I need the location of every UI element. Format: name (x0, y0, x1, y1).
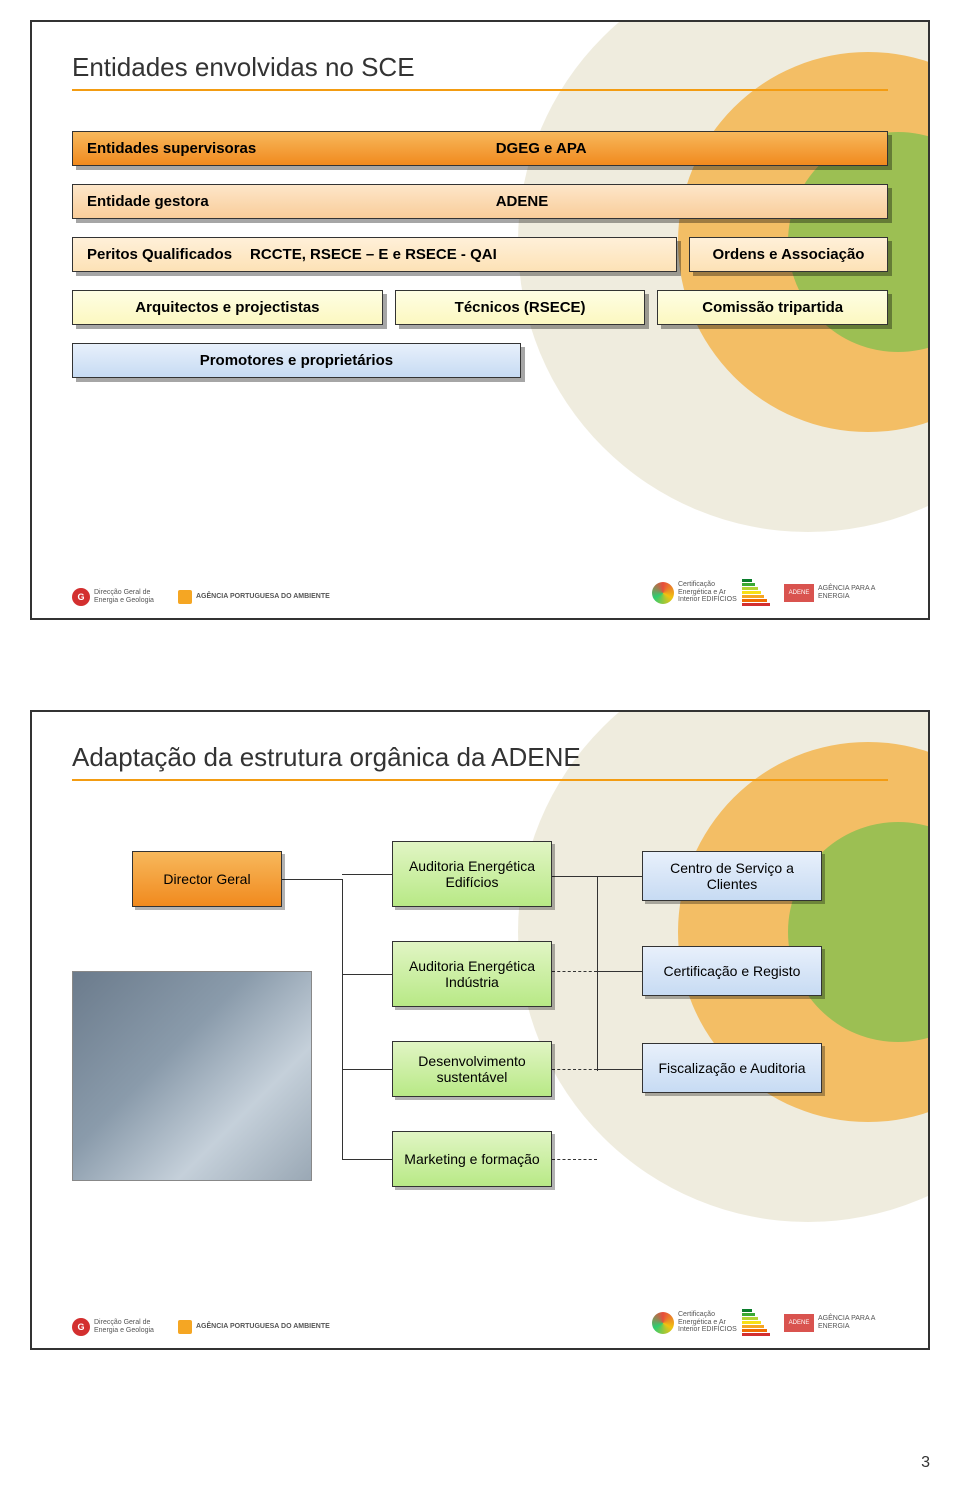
connector (342, 874, 392, 875)
box-comissao: Comissão tripartida (657, 290, 888, 325)
energy-rating-icon (742, 579, 770, 606)
org-node-aud_edif: Auditoria Energética Edifícios (392, 841, 552, 907)
adene-badge: ADENE (784, 584, 814, 602)
cert-logo: Certificação Energética e Ar Interior ED… (652, 1309, 770, 1336)
org-node-marketing: Marketing e formação (392, 1131, 552, 1187)
box-supervisoras: Entidades supervisoras DGEG e APA (72, 131, 888, 166)
org-node-cert: Certificação e Registo (642, 946, 822, 996)
org-node-label: Director Geral (163, 871, 250, 887)
apa-text: AGÊNCIA PORTUGUESA DO AMBIENTE (196, 593, 330, 601)
slide-1: Entidades envolvidas no SCE Entidades su… (30, 20, 930, 620)
connector (597, 971, 642, 972)
org-node-label: Fiscalização e Auditoria (658, 1060, 805, 1076)
apa-logo: AGÊNCIA PORTUGUESA DO AMBIENTE (178, 590, 330, 604)
box-ordens: Ordens e Associação (689, 237, 888, 272)
org-node-label: Desenvolvimento sustentável (403, 1053, 541, 1085)
box-tecnicos: Técnicos (RSECE) (395, 290, 646, 325)
gestora-label: Entidade gestora (87, 193, 496, 210)
page-number: 3 (921, 1454, 930, 1472)
slide-1-title: Entidades envolvidas no SCE (72, 52, 888, 91)
slide-2-footer: G Direcção Geral de Energia e Geologia A… (72, 1309, 888, 1336)
page: Entidades envolvidas no SCE Entidades su… (0, 0, 960, 1480)
slide-2-title: Adaptação da estrutura orgânica da ADENE (72, 742, 888, 781)
box-peritos: Peritos Qualificados RCCTE, RSECE – E e … (72, 237, 677, 272)
dgeg-text: Direcção Geral de Energia e Geologia (94, 589, 164, 604)
connector (282, 879, 342, 880)
org-node-fisc: Fiscalização e Auditoria (642, 1043, 822, 1093)
connector (552, 971, 597, 972)
cert-logo: Certificação Energética e Ar Interior ED… (652, 579, 770, 606)
connector (552, 1069, 597, 1070)
adene-sub: AGÊNCIA PARA A ENERGIA (818, 1315, 888, 1330)
org-chart: Director Geral Auditoria Energética Edifí… (72, 821, 888, 1291)
box-promotores: Promotores e proprietários (72, 343, 521, 378)
promotores-label: Promotores e proprietários (200, 352, 393, 369)
dgeg-text: Direcção Geral de Energia e Geologia (94, 1319, 164, 1334)
connector (597, 1069, 642, 1070)
peritos-label: Peritos Qualificados (87, 246, 232, 263)
energy-rating-icon (742, 1309, 770, 1336)
org-node-label: Certificação e Registo (664, 963, 801, 979)
org-node-centro: Centro de Serviço a Clientes (642, 851, 822, 901)
supervisoras-label: Entidades supervisoras (87, 140, 496, 157)
apa-logo: AGÊNCIA PORTUGUESA DO AMBIENTE (178, 1320, 330, 1334)
adene-sub: AGÊNCIA PARA A ENERGIA (818, 585, 888, 600)
box-gestora: Entidade gestora ADENE (72, 184, 888, 219)
slide-1-footer: G Direcção Geral de Energia e Geologia A… (72, 579, 888, 606)
dgeg-logo: G Direcção Geral de Energia e Geologia (72, 588, 164, 606)
connector (597, 876, 598, 1071)
adene-logo: ADENE AGÊNCIA PARA A ENERGIA (784, 1314, 888, 1332)
adene-badge: ADENE (784, 1314, 814, 1332)
org-node-aud_ind: Auditoria Energética Indústria (392, 941, 552, 1007)
dgeg-logo: G Direcção Geral de Energia e Geologia (72, 1318, 164, 1336)
peritos-value: RCCTE, RSECE – E e RSECE - QAI (250, 246, 497, 263)
org-node-label: Auditoria Energética Edifícios (403, 858, 541, 890)
connector (342, 1069, 392, 1070)
connector (342, 1159, 392, 1160)
ordens-label: Ordens e Associação (712, 246, 864, 263)
org-node-desenv: Desenvolvimento sustentável (392, 1041, 552, 1097)
org-node-label: Auditoria Energética Indústria (403, 958, 541, 990)
tecnicos-label: Técnicos (RSECE) (455, 299, 586, 316)
connector (342, 974, 392, 975)
org-node-director: Director Geral (132, 851, 282, 907)
slide-2: Adaptação da estrutura orgânica da ADENE… (30, 710, 930, 1350)
adene-logo: ADENE AGÊNCIA PARA A ENERGIA (784, 584, 888, 602)
building-photo (72, 971, 312, 1181)
apa-text: AGÊNCIA PORTUGUESA DO AMBIENTE (196, 1323, 330, 1331)
cert-text: Certificação Energética e Ar Interior ED… (678, 1311, 738, 1334)
connector (342, 879, 343, 1159)
supervisoras-value: DGEG e APA (496, 140, 873, 157)
box-arquitectos: Arquitectos e projectistas (72, 290, 383, 325)
arquitectos-label: Arquitectos e projectistas (135, 299, 319, 316)
gestora-value: ADENE (496, 193, 873, 210)
org-node-label: Marketing e formação (404, 1151, 539, 1167)
comissao-label: Comissão tripartida (702, 299, 843, 316)
org-node-label: Centro de Serviço a Clientes (653, 860, 811, 892)
connector (552, 1159, 597, 1160)
cert-text: Certificação Energética e Ar Interior ED… (678, 581, 738, 604)
